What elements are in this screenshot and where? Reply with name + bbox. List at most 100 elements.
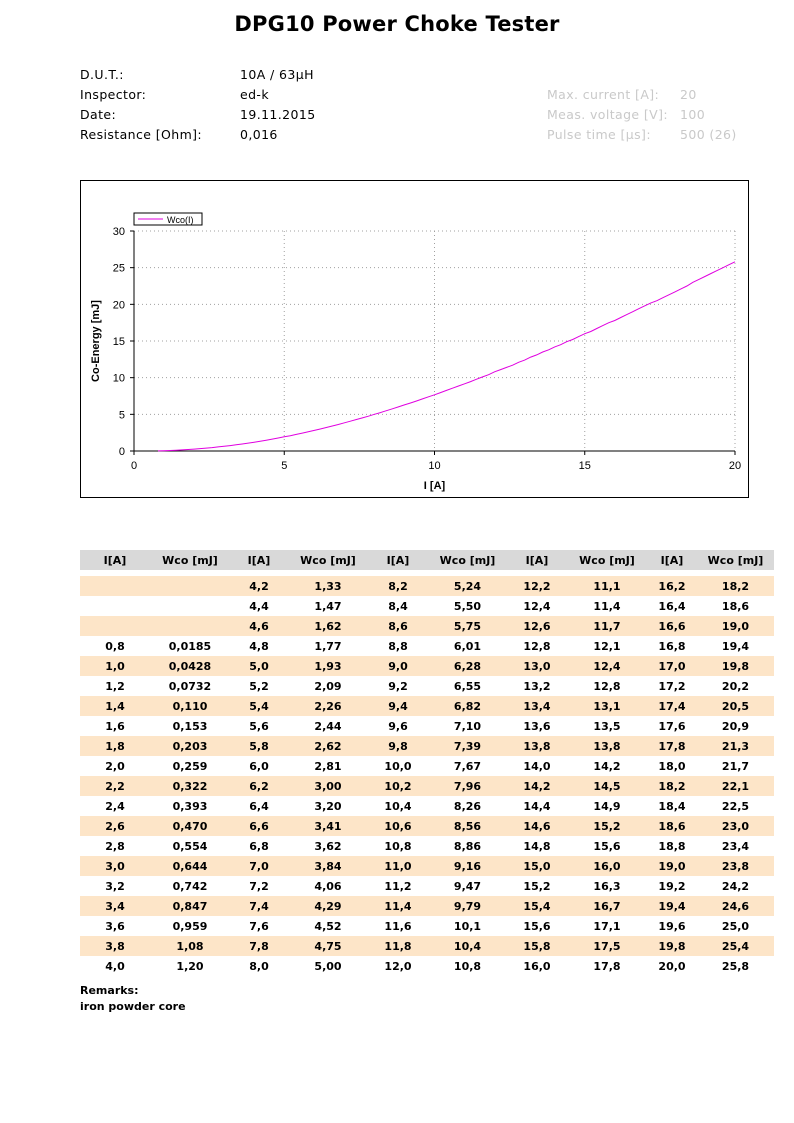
table-cell: 2,62 (288, 736, 368, 756)
table-cell: 0,959 (172, 919, 208, 933)
table-cell: 2,26 (288, 696, 368, 716)
table-cell: 7,39 (428, 736, 507, 756)
column-header: I[A] (368, 550, 428, 570)
table-cell: 19,4 (647, 896, 697, 916)
table-cell: 0,470 (150, 816, 230, 836)
remarks-text: iron powder core (80, 1000, 186, 1013)
info-value: ed-k (240, 87, 269, 102)
table-cell: 7,96 (428, 776, 507, 796)
setting-row-meas-voltage: Meas. voltage [V]: 100 (547, 105, 737, 125)
table-cell: 3,6 (105, 919, 125, 933)
table-cell: 12,4 (523, 599, 551, 613)
setting-value: 20 (680, 87, 697, 102)
table-cell: 8,0 (249, 959, 269, 973)
table-cell: 9,4 (368, 696, 428, 716)
column-header: I[A] (80, 550, 150, 570)
table-cell: 23,0 (697, 816, 774, 836)
setting-label: Pulse time [µs]: (547, 127, 651, 142)
series-line-wco (157, 261, 736, 452)
table-cell: 6,4 (249, 799, 269, 813)
table-cell (150, 576, 230, 596)
table-cell: 23,4 (721, 839, 750, 853)
column-header: Wco [mJ] (567, 550, 647, 570)
table-cell: 5,75 (428, 616, 507, 636)
info-row-inspector: Inspector: ed-k (80, 85, 316, 105)
table-cell: 16,3 (593, 879, 621, 893)
column-header: I[A] (230, 550, 288, 570)
y-tick-label: 15 (113, 336, 125, 348)
table-cell: 14,0 (523, 759, 551, 773)
table-cell: 0,0732 (168, 679, 212, 693)
table-cell: 0,8 (105, 639, 125, 653)
y-tick-label: 25 (113, 263, 125, 275)
table-cell: 3,2 (105, 879, 125, 893)
table-row: 1,8 0,203 5,8 2,62 9,8 7,39 13,8 13,8 17,8 21,3 (80, 736, 774, 756)
table-cell: 20,5 (697, 696, 774, 716)
table-cell: 0,110 (150, 696, 230, 716)
table-cell: 17,1 (593, 919, 621, 933)
setting-row-pulse-time: Pulse time [µs]: 500 (26) (547, 125, 737, 145)
table-cell: 3,84 (288, 856, 368, 876)
x-tick-label: 20 (729, 460, 741, 472)
table-cell: 16,0 (567, 856, 647, 876)
table-cell: 5,0 (230, 656, 288, 676)
table-cell: 18,8 (658, 839, 686, 853)
table-cell: 17,8 (593, 959, 621, 973)
table-cell: 15,2 (567, 816, 647, 836)
table-cell: 16,6 (647, 616, 697, 636)
table-cell: 10,1 (453, 919, 482, 933)
table-cell: 10,8 (453, 959, 482, 973)
table-cell: 5,2 (249, 679, 269, 693)
table-cell: 4,8 (249, 639, 269, 653)
table-row: 1,6 0,153 5,6 2,44 9,6 7,10 13,6 13,5 17,6 20,9 (80, 716, 774, 736)
table-cell: 2,81 (314, 759, 342, 773)
table-cell: 11,8 (368, 936, 428, 956)
table-cell: 15,6 (523, 919, 551, 933)
info-label: Resistance [Ohm]: (80, 127, 203, 142)
table-cell: 11,2 (384, 879, 412, 893)
table-cell: 16,0 (523, 959, 551, 973)
table-cell: 17,5 (567, 936, 647, 956)
table-cell: 19,2 (658, 879, 686, 893)
table-cell: 5,6 (249, 719, 269, 733)
table-row: 1,4 0,110 5,4 2,26 9,4 6,82 13,4 13,1 17,4 20,5 (80, 696, 774, 716)
table-cell: 4,52 (314, 919, 342, 933)
table-cell: 11,4 (593, 599, 621, 613)
table-cell: 18,4 (658, 799, 686, 813)
table-cell: 25,8 (721, 959, 750, 973)
table-cell: 17,8 (647, 736, 697, 756)
info-label: Inspector: (80, 87, 147, 102)
table-cell: 15,4 (507, 896, 567, 916)
info-value: 0,016 (240, 127, 278, 142)
legend-box (133, 212, 203, 226)
table-cell: 9,16 (428, 856, 507, 876)
table-row: 4,6 1,62 8,6 5,75 12,6 11,7 16,6 19,0 (80, 616, 774, 636)
table-cell: 14,6 (507, 816, 567, 836)
table-cell: 6,55 (453, 679, 482, 693)
x-tick-label: 0 (131, 460, 137, 472)
table-row: 1,0 0,0428 5,0 1,93 9,0 6,28 13,0 12,4 17,0 19,8 (80, 656, 774, 676)
table-cell: 10,2 (368, 776, 428, 796)
table-cell: 2,09 (314, 679, 342, 693)
table-cell: 12,8 (593, 679, 621, 693)
table-cell: 2,0 (105, 759, 125, 773)
table-cell: 2,8 (105, 839, 125, 853)
table-cell: 7,0 (230, 856, 288, 876)
table-cell: 18,2 (697, 576, 774, 596)
table-spacer (80, 570, 774, 576)
table-cell: 14,2 (507, 776, 567, 796)
table-cell: 1,08 (150, 936, 230, 956)
table-cell: 0,153 (172, 719, 208, 733)
table-cell: 19,6 (658, 919, 686, 933)
table-cell: 8,86 (453, 839, 482, 853)
table-cell: 1,2 (105, 679, 125, 693)
table-cell: 8,4 (388, 599, 408, 613)
table-row: 2,2 0,322 6,2 3,00 10,2 7,96 14,2 14,5 18,2 22,1 (80, 776, 774, 796)
table-cell: 1,0 (80, 656, 150, 676)
table-cell: 7,67 (453, 759, 482, 773)
table-cell: 20,9 (721, 719, 750, 733)
table-cell: 3,20 (314, 799, 342, 813)
table-header-row: I[A] Wco [mJ] I[A] Wco [mJ] I[A] Wco [mJ] I[A]… (80, 550, 774, 570)
table-cell: 24,2 (721, 879, 750, 893)
info-value: 10A / 63µH (240, 67, 314, 82)
